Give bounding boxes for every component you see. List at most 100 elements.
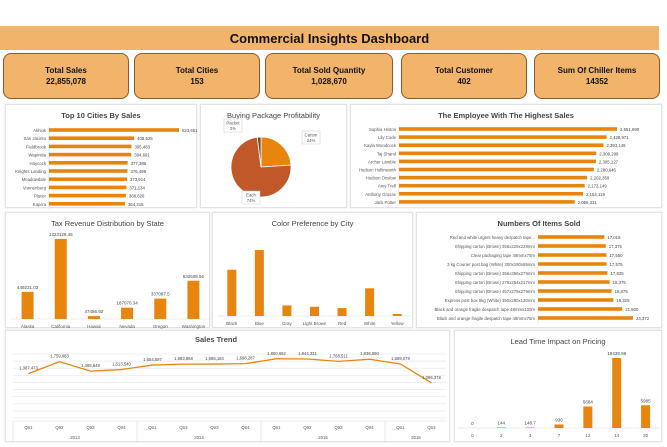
chart-title: Lead Time Impact on Pricing bbox=[510, 337, 606, 346]
data-label: 1323128.45 bbox=[49, 232, 73, 237]
bar bbox=[337, 308, 347, 316]
pie-slice bbox=[260, 136, 292, 168]
data-label: 936 bbox=[555, 417, 563, 422]
data-label: 1,465,649 bbox=[81, 363, 100, 368]
category-label: Black and orange fragile despatch tape 4… bbox=[437, 316, 536, 321]
chart-canvas: Black Blue Gray Light Brown Red White Yellow bbox=[218, 250, 411, 326]
chart-canvas: 1,387,473 Qtr1 1,759,983 Qtr2 1,465,649 Qtr3 1… bbox=[12, 351, 446, 442]
data-label: 2,202,359 bbox=[590, 176, 610, 181]
data-label: 394,691 bbox=[134, 153, 150, 158]
category-label: Clear packaging tape 48mmx75m bbox=[471, 253, 536, 258]
data-label-box bbox=[301, 130, 321, 145]
bar bbox=[641, 405, 651, 428]
category-label: Each bbox=[246, 193, 256, 198]
chart-title: Tax Revenue Distribution by State bbox=[51, 219, 164, 228]
data-label: 17,825 bbox=[610, 271, 624, 276]
category-label: Vonnenberg bbox=[23, 185, 47, 190]
bar bbox=[399, 151, 597, 156]
category-label: Shipping carton (Brown) 279x254x217mm bbox=[455, 280, 536, 285]
bar bbox=[227, 269, 237, 316]
quarter-label: Qtr3 bbox=[86, 425, 95, 430]
data-label: 18,875 bbox=[615, 289, 629, 294]
bar bbox=[399, 143, 604, 147]
bar bbox=[121, 307, 134, 319]
category-label: Yellow bbox=[391, 321, 405, 326]
data-label: 2,280,646 bbox=[597, 168, 617, 173]
bar bbox=[538, 280, 610, 284]
category-label: Meadowdale bbox=[22, 177, 47, 182]
data-label: 21,600 bbox=[625, 307, 639, 312]
bar bbox=[49, 128, 179, 132]
data-label: 373,914 bbox=[130, 177, 146, 182]
category-label: 2 bbox=[500, 433, 503, 438]
quarter-label: Qtr4 bbox=[365, 425, 374, 430]
chart-title: Sales Trend bbox=[194, 335, 238, 344]
category-label: Kapa'a bbox=[33, 202, 47, 207]
year-label: 2013 bbox=[70, 435, 80, 440]
category-label: Red bbox=[338, 321, 347, 326]
color-preference-chart: Color Preference by City Black Blue Gray Lig… bbox=[212, 212, 413, 328]
bar bbox=[538, 253, 607, 257]
kpi-total-customer: Total Customer 402 bbox=[401, 53, 527, 99]
quarter-label: Qtr1 bbox=[148, 425, 157, 430]
category-label: Shipping carton (Brown) 356x229x229mm bbox=[455, 244, 536, 249]
data-label: 187070.34 bbox=[116, 301, 138, 306]
data-label: 0 bbox=[471, 421, 474, 426]
bar bbox=[49, 193, 126, 198]
category-label: Anthony Grosse bbox=[365, 192, 396, 197]
data-label: 17,016 bbox=[607, 235, 621, 240]
data-label: 5664 bbox=[583, 399, 594, 404]
chart-title: The Employee With The Highest Sales bbox=[438, 111, 574, 120]
category-label: Knights Landing bbox=[15, 169, 46, 174]
sales-trend-chart: Sales Trend 1,387,473 Qtr1 1,759,983 Qtr2 1,4… bbox=[5, 330, 450, 442]
quarter-label: Qtr2 bbox=[179, 425, 188, 430]
chart-title: Color Preference by City bbox=[271, 219, 354, 228]
data-label: 18439.98 bbox=[607, 351, 626, 356]
data-label: 2,393,146 bbox=[606, 143, 626, 148]
chart-title: Buying Package Profitability bbox=[227, 111, 320, 120]
category-label: Oregon bbox=[153, 324, 169, 329]
data-label: 632508.56 bbox=[183, 274, 205, 279]
data-label: 2,305,127 bbox=[599, 159, 619, 164]
category-label: Jack Potter bbox=[375, 200, 397, 205]
lead-time-chart: Lead Time Impact on Pricing 0 0 144 2 148.7 3 9… bbox=[454, 330, 662, 442]
data-label: 377,386 bbox=[131, 161, 147, 166]
data-label: 18,375 bbox=[613, 280, 627, 285]
category-label: Carton bbox=[305, 133, 319, 138]
category-label: Express post box 5kg (White) 350x280x130… bbox=[445, 298, 536, 303]
data-label: 2,173,149 bbox=[588, 184, 608, 189]
data-label: 1,683,868 bbox=[174, 356, 193, 361]
kpi-total-sales: Total Sales 22,855,078 bbox=[3, 53, 129, 99]
year-label: 2016 bbox=[411, 435, 421, 440]
data-label: 2,428,971 bbox=[610, 135, 630, 140]
data-label: 368,626 bbox=[129, 194, 145, 199]
bar bbox=[496, 427, 506, 428]
bar bbox=[49, 136, 135, 140]
year-label: 2015 bbox=[318, 435, 328, 440]
category-label: 3 kg Courier post bag (White) 300x190x95… bbox=[447, 262, 535, 267]
data-label: 1,689,079 bbox=[391, 356, 410, 361]
quarter-label: Qtr1 bbox=[272, 425, 281, 430]
quarter-label: Qtr4 bbox=[117, 425, 126, 430]
bar bbox=[538, 289, 612, 293]
quarter-label: Qtr2 bbox=[303, 425, 312, 430]
bar bbox=[49, 161, 128, 165]
bar bbox=[399, 192, 584, 196]
data-label: 1,768,511 bbox=[329, 353, 348, 358]
bar bbox=[399, 175, 588, 180]
data-label: 148.7 bbox=[525, 420, 537, 425]
bar bbox=[399, 183, 585, 188]
bar bbox=[49, 169, 128, 173]
bar bbox=[399, 200, 575, 204]
data-label: 1,759,983 bbox=[50, 354, 69, 359]
category-label: 14 bbox=[614, 433, 620, 438]
kpi-label: Total Customer bbox=[434, 66, 494, 75]
category-label: Light Brown bbox=[303, 321, 327, 326]
category-label: Sophia Hinton bbox=[369, 127, 397, 132]
data-label: 47456.92 bbox=[85, 309, 104, 314]
category-label: Gray bbox=[282, 321, 293, 326]
bar bbox=[538, 307, 623, 311]
data-label: 2,551,690 bbox=[620, 127, 640, 132]
category-label: Alaska bbox=[21, 324, 35, 329]
